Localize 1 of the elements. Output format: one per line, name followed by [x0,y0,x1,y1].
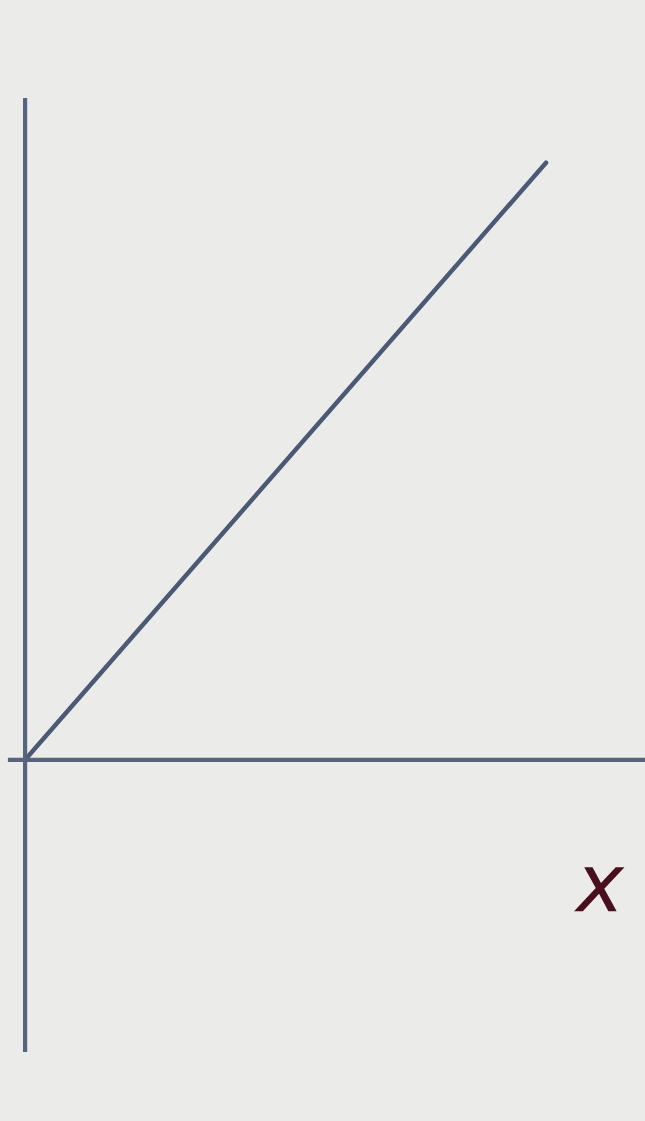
x-axis-title: x [574,867,625,912]
